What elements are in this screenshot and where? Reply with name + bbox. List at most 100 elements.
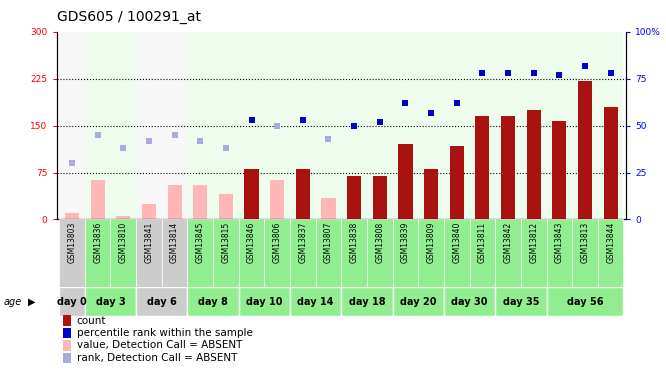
Bar <box>264 32 290 219</box>
Bar <box>264 219 290 287</box>
Text: GSM13845: GSM13845 <box>196 221 204 263</box>
Bar <box>598 32 623 219</box>
Text: GSM13837: GSM13837 <box>298 221 307 263</box>
Bar <box>444 288 496 316</box>
Bar <box>373 176 387 219</box>
Bar <box>316 32 341 219</box>
Text: day 20: day 20 <box>400 297 436 307</box>
Text: GSM13803: GSM13803 <box>67 221 77 263</box>
Text: day 3: day 3 <box>96 297 125 307</box>
Bar <box>418 219 444 287</box>
Text: day 56: day 56 <box>567 297 603 307</box>
Bar <box>572 32 598 219</box>
Bar <box>111 219 136 287</box>
Bar <box>501 116 515 219</box>
Bar <box>290 32 316 219</box>
Bar <box>496 219 521 287</box>
Text: GSM13811: GSM13811 <box>478 221 487 262</box>
Bar <box>244 170 258 219</box>
Text: day 10: day 10 <box>246 297 282 307</box>
Text: day 8: day 8 <box>198 297 228 307</box>
Bar <box>270 180 284 219</box>
Bar <box>85 32 111 219</box>
Bar <box>59 32 85 219</box>
Text: rank, Detection Call = ABSENT: rank, Detection Call = ABSENT <box>77 353 237 363</box>
Text: GSM13839: GSM13839 <box>401 221 410 263</box>
Bar <box>547 32 572 219</box>
Text: age: age <box>3 297 21 307</box>
Text: GSM13807: GSM13807 <box>324 221 333 263</box>
Bar <box>136 219 162 287</box>
Bar <box>603 107 617 219</box>
Bar <box>213 219 238 287</box>
Bar <box>450 146 464 219</box>
Text: GSM13810: GSM13810 <box>119 221 128 262</box>
Bar <box>393 219 418 287</box>
Bar <box>187 288 238 316</box>
Bar <box>85 288 136 316</box>
Text: day 14: day 14 <box>298 297 334 307</box>
Text: day 18: day 18 <box>349 297 386 307</box>
Bar <box>187 219 213 287</box>
Bar <box>168 185 182 219</box>
Bar <box>347 176 361 219</box>
Bar <box>393 32 418 219</box>
Text: count: count <box>77 316 106 326</box>
Bar <box>136 32 162 219</box>
Bar <box>572 219 598 287</box>
Text: GDS605 / 100291_at: GDS605 / 100291_at <box>57 10 200 24</box>
Text: GSM13814: GSM13814 <box>170 221 179 262</box>
Text: GSM13836: GSM13836 <box>93 221 102 263</box>
Text: GSM13840: GSM13840 <box>452 221 462 263</box>
Text: day 30: day 30 <box>452 297 488 307</box>
Text: GSM13842: GSM13842 <box>503 221 513 262</box>
Bar <box>290 219 316 287</box>
Text: GSM13846: GSM13846 <box>247 221 256 263</box>
Bar <box>162 32 187 219</box>
Bar <box>238 288 290 316</box>
Text: day 35: day 35 <box>503 297 539 307</box>
Bar <box>418 32 444 219</box>
Bar <box>521 219 547 287</box>
Bar <box>322 198 336 219</box>
Bar <box>162 219 187 287</box>
Bar <box>496 288 547 316</box>
Bar <box>59 219 85 287</box>
Bar <box>552 121 566 219</box>
Text: GSM13841: GSM13841 <box>145 221 153 262</box>
Bar <box>136 288 187 316</box>
Bar <box>316 219 341 287</box>
Bar <box>59 288 85 316</box>
Bar <box>341 219 367 287</box>
Text: day 6: day 6 <box>147 297 176 307</box>
Bar <box>219 194 233 219</box>
Bar <box>91 180 105 219</box>
Bar <box>470 219 496 287</box>
Bar <box>547 219 572 287</box>
Text: GSM13838: GSM13838 <box>350 221 359 262</box>
Bar <box>527 110 541 219</box>
Bar <box>424 170 438 219</box>
Bar <box>547 288 623 316</box>
Bar <box>341 288 393 316</box>
Bar <box>85 219 111 287</box>
Bar <box>117 216 131 219</box>
Bar <box>213 32 238 219</box>
Bar <box>521 32 547 219</box>
Bar <box>193 185 207 219</box>
Bar <box>496 32 521 219</box>
Bar <box>296 170 310 219</box>
Bar <box>290 288 341 316</box>
Bar <box>598 219 623 287</box>
Bar <box>187 32 213 219</box>
Bar <box>367 32 393 219</box>
Text: GSM13809: GSM13809 <box>427 221 436 263</box>
Text: ▶: ▶ <box>28 297 35 307</box>
Bar <box>341 32 367 219</box>
Bar <box>393 288 444 316</box>
Text: GSM13808: GSM13808 <box>376 221 384 262</box>
Bar <box>238 219 264 287</box>
Bar <box>444 32 470 219</box>
Bar <box>367 219 393 287</box>
Bar <box>238 32 264 219</box>
